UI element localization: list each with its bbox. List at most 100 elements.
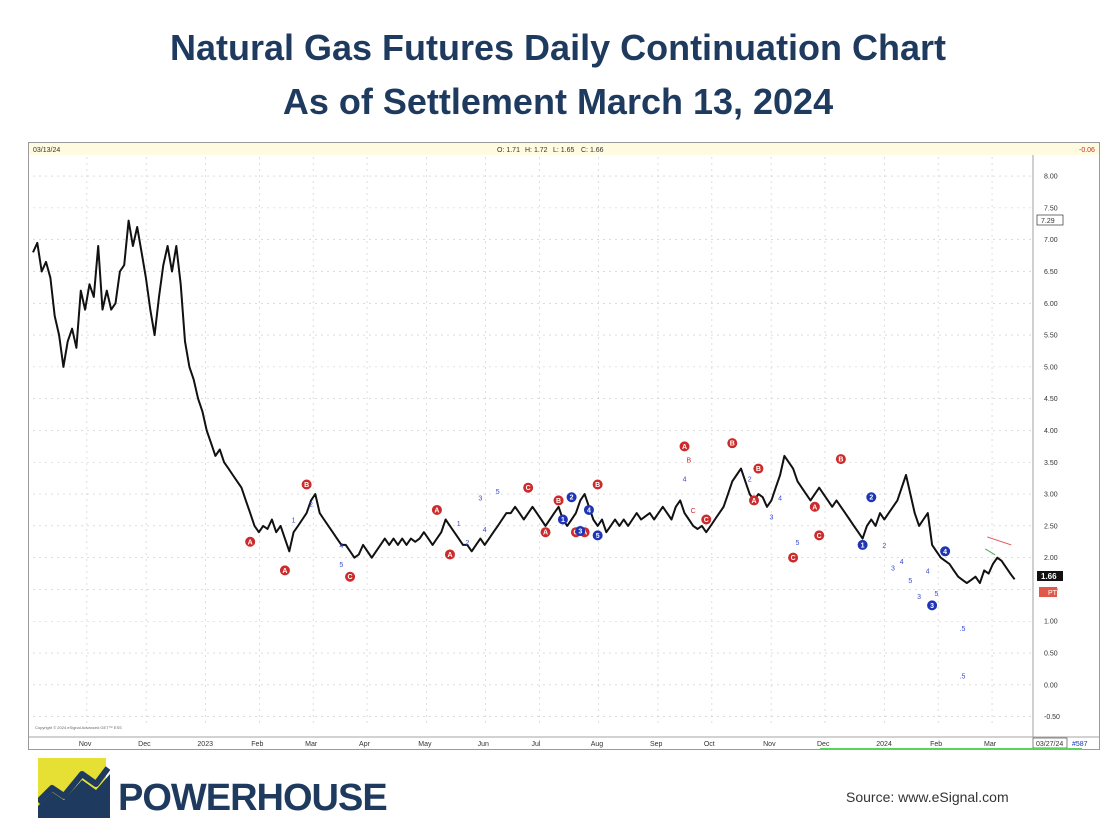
wave-count-label: 1 <box>457 521 461 528</box>
y-tick-label: 7.50 <box>1044 205 1058 212</box>
red-wave-marker <box>753 463 764 474</box>
wave-count-label: 4 <box>778 495 782 502</box>
red-wave-marker <box>835 454 846 465</box>
wave-count-label: 4 <box>483 527 487 534</box>
y-tick-label: 8.00 <box>1044 174 1058 181</box>
x-tick-label: Feb <box>251 741 263 748</box>
x-tick-label: Nov <box>763 741 776 748</box>
last-price-label: 1.66 <box>1041 572 1057 581</box>
wave-marker-label: 2 <box>570 495 574 502</box>
wave-count-label: .5 <box>960 673 966 680</box>
wave-marker-label: 3 <box>578 528 582 535</box>
wave-marker-label: A <box>682 444 687 451</box>
wave-marker-label: B <box>730 441 735 448</box>
header-date: 03/13/24 <box>33 147 60 154</box>
wave-count-label: 4 <box>900 559 904 566</box>
price-chart: 03/13/24 O: 1.71 H: 1.72 L: 1.65 C: 1.66… <box>28 142 1100 750</box>
y-tick-label: 7.00 <box>1044 237 1058 244</box>
wave-marker-label: A <box>434 507 439 514</box>
red-wave-marker <box>444 549 455 560</box>
x-tick-label: Dec <box>817 741 830 748</box>
wave-count-label: 2 <box>748 476 752 483</box>
wave-count-label: 3 <box>478 495 482 502</box>
red-wave-marker <box>540 527 551 538</box>
y-tick-label: 1.00 <box>1044 619 1058 626</box>
y-tick-label: 0.00 <box>1044 682 1058 689</box>
y-tick-label: 5.50 <box>1044 333 1058 340</box>
header-low: L: 1.65 <box>553 147 575 154</box>
blue-wave-marker <box>575 525 586 536</box>
x-tick-label: Feb <box>930 741 942 748</box>
blue-wave-marker <box>566 492 577 503</box>
wave-marker-label: 3 <box>930 603 934 610</box>
x-tick-label: Jun <box>478 741 489 748</box>
price-series-line <box>32 219 1016 585</box>
x-tick-label: Aug <box>591 741 604 748</box>
wave-marker-label: C <box>526 485 531 492</box>
status-line <box>820 748 1082 750</box>
chart-title-line-2: As of Settlement March 13, 2024 <box>282 81 834 122</box>
wave-marker-label: B <box>838 457 843 464</box>
x-tick-label: Oct <box>704 741 715 748</box>
level-box-7-label: 7.29 <box>1041 218 1055 225</box>
wave-marker-label: A <box>447 552 452 559</box>
wave-marker-label: B <box>756 466 761 473</box>
trend-annotation-red <box>987 536 1012 546</box>
wave-marker-label: A <box>543 530 548 537</box>
red-wave-marker <box>279 565 290 576</box>
wave-count-label: 5 <box>795 540 799 547</box>
pti-box <box>1039 587 1057 597</box>
x-tick-label: Mar <box>305 741 318 748</box>
x-tick-label: Dec <box>138 741 151 748</box>
blue-wave-marker <box>592 530 603 541</box>
wave-count-label: 2 <box>882 543 886 550</box>
chart-canvas: 03/13/24 O: 1.71 H: 1.72 L: 1.65 C: 1.66… <box>29 143 1099 749</box>
wave-marker-label: B <box>556 498 561 505</box>
wave-count-label: 2 <box>465 540 469 547</box>
level-box-7 <box>1036 214 1064 226</box>
header-open: O: 1.71 <box>497 147 520 154</box>
red-wave-marker <box>679 441 690 452</box>
x-tick-label: Jul <box>531 741 540 748</box>
red-wave-marker <box>701 514 712 525</box>
wave-marker-label: C <box>704 517 709 524</box>
x-end-label: 03/27/24 <box>1036 741 1063 748</box>
wave-count-label: 2 <box>309 502 313 509</box>
wave-count-label: 5 <box>339 562 343 569</box>
y-tick-label: 6.50 <box>1044 269 1058 276</box>
red-wave-marker <box>245 536 256 547</box>
red-wave-marker <box>809 501 820 512</box>
header-change: -0.06 <box>1079 147 1095 154</box>
wave-marker-label: 4 <box>943 549 947 556</box>
header-close: C: 1.66 <box>581 147 604 154</box>
blue-wave-marker <box>927 600 938 611</box>
wave-count-label: 1 <box>292 518 296 525</box>
wave-count-label: 5 <box>496 489 500 496</box>
x-tick-label: Apr <box>359 741 371 748</box>
wave-marker-label: 5 <box>596 533 600 540</box>
x-tick-label: May <box>418 741 432 748</box>
blue-wave-marker <box>866 492 877 503</box>
blue-wave-marker <box>857 539 868 550</box>
chart-header-bar <box>29 143 1099 155</box>
wave-marker-label: 2 <box>869 495 873 502</box>
wave-marker-label: B <box>595 482 600 489</box>
wave-count-label: 3 <box>891 565 895 572</box>
wave-marker-label: C <box>817 533 822 540</box>
blue-wave-marker <box>583 504 594 515</box>
last-price-box <box>1037 571 1063 581</box>
wave-marker-label: C <box>791 555 796 562</box>
x-tick-label: Mar <box>984 741 997 748</box>
x-tick-label: Nov <box>79 741 92 748</box>
wave-count-label: 4 <box>339 543 343 550</box>
chart-title-line-1: Natural Gas Futures Daily Continuation C… <box>169 27 947 68</box>
red-wave-marker <box>553 495 564 506</box>
wave-marker-label: 1 <box>561 517 565 524</box>
blue-wave-marker <box>557 514 568 525</box>
powerhouse-logo <box>38 758 110 818</box>
wave-count-label: 5 <box>934 591 938 598</box>
blue-wave-marker <box>940 546 951 557</box>
red-wave-marker <box>727 438 738 449</box>
wave-count-label: C <box>691 508 696 515</box>
y-tick-label: 2.50 <box>1044 523 1058 530</box>
